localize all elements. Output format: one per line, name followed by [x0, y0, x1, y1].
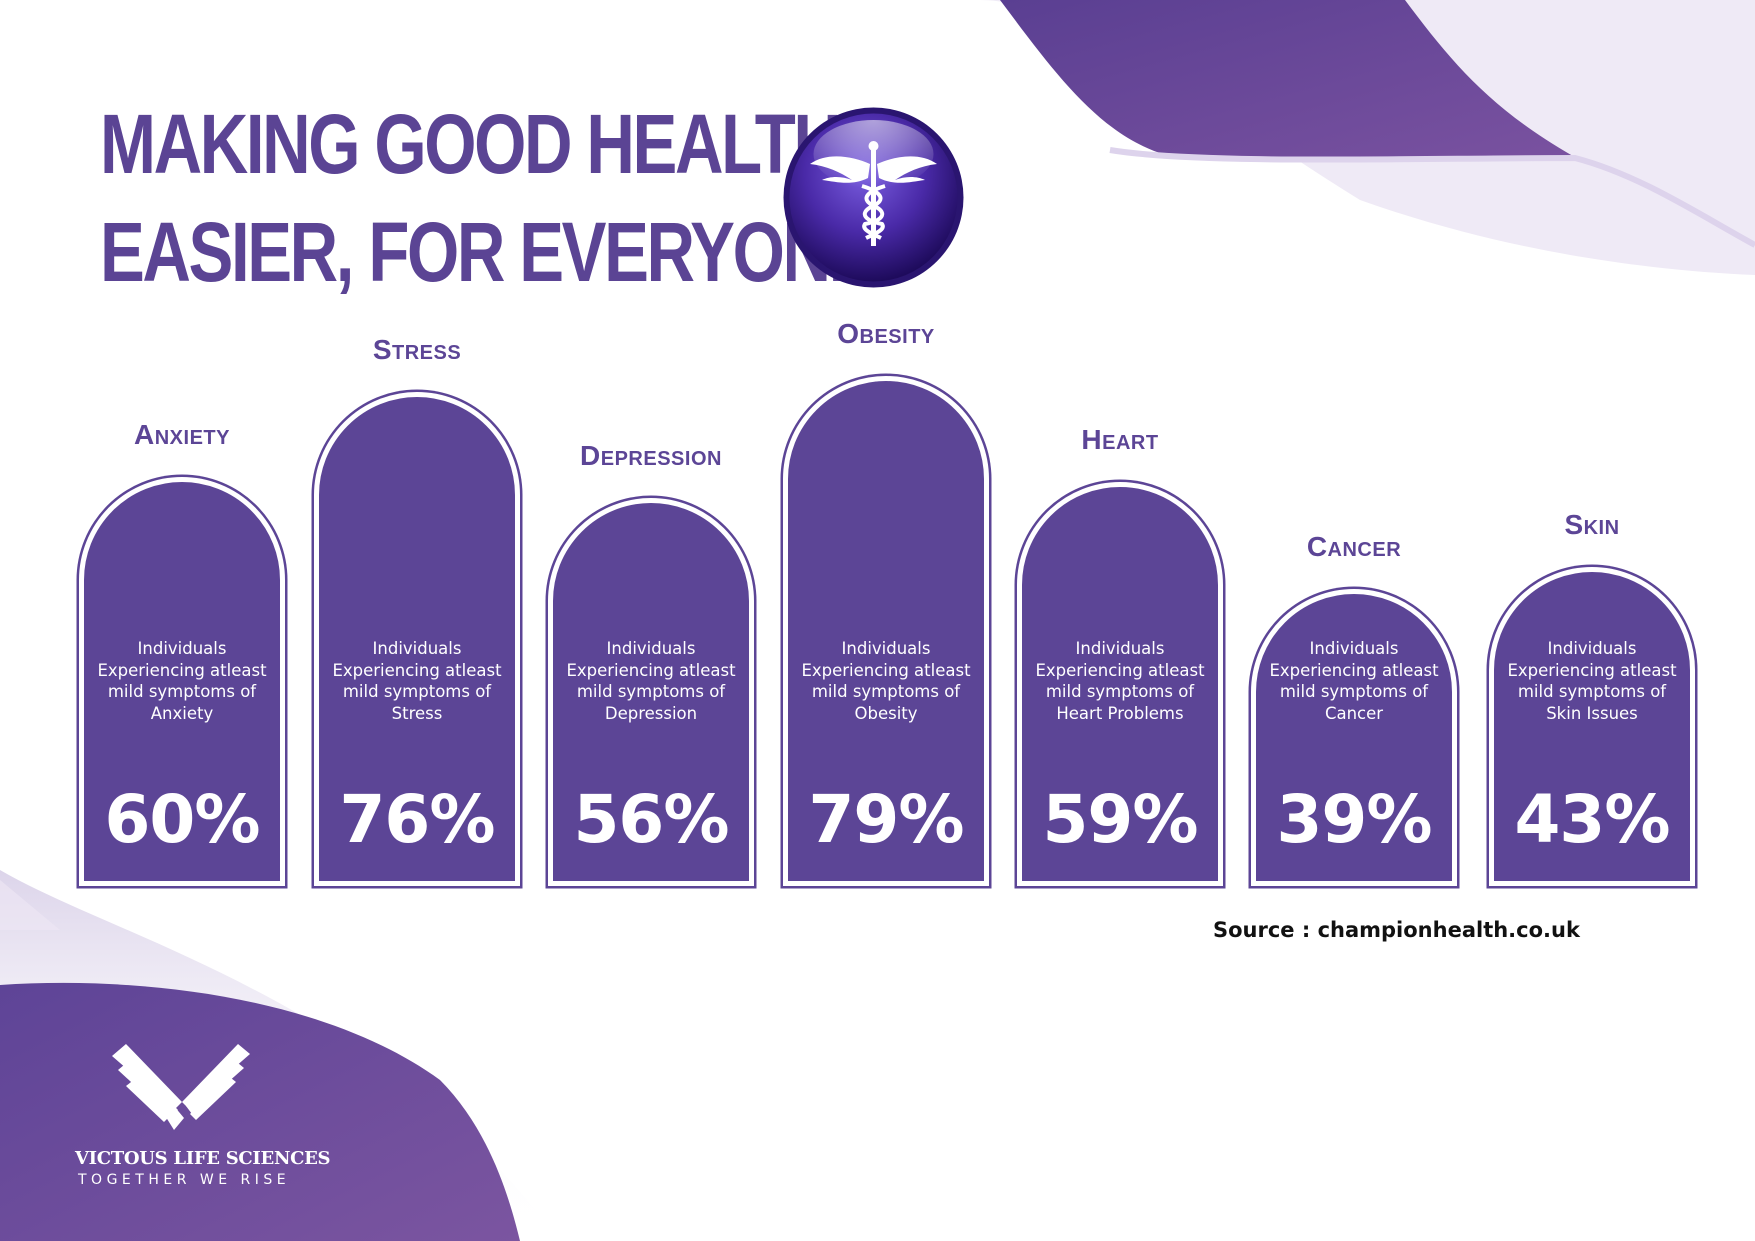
category-label: Stress: [372, 333, 462, 365]
page-title: MAKING GOOD HEALTH EASIER, FOR EVERYONE: [100, 90, 873, 306]
value-label: 79%: [808, 781, 965, 858]
bar-cancer: [1251, 588, 1457, 886]
value-label: 59%: [1042, 781, 1199, 858]
bar-description: Individuals Experiencing atleast mild sy…: [801, 639, 971, 723]
bar-description: Individuals Experiencing atleast mild sy…: [1507, 639, 1677, 723]
bar-anxiety: [79, 476, 285, 886]
heart-hands-logo: [112, 1044, 250, 1130]
category-label: Cancer: [1306, 530, 1402, 562]
value-label: 60%: [104, 781, 261, 858]
brand-tagline: TOGETHER WE RISE: [78, 1172, 291, 1188]
bar-skin: [1489, 567, 1695, 886]
bar-description: Individuals Experiencing atleast mild sy…: [332, 639, 502, 723]
health-chart: Anxiety Individuals Experiencing atleast …: [79, 317, 1695, 886]
category-label: Anxiety: [134, 418, 230, 450]
caduceus-icon: [783, 107, 964, 288]
title-line-2: EASIER, FOR EVERYONE: [100, 205, 873, 299]
bar-obesity: [783, 375, 989, 886]
category-label: Obesity: [837, 317, 935, 349]
bar-description: Individuals Experiencing atleast mild sy…: [1269, 639, 1439, 723]
title-line-1: MAKING GOOD HEALTH: [100, 97, 842, 191]
value-label: 56%: [573, 781, 730, 858]
source-note: Source : championhealth.co.uk: [1213, 918, 1580, 942]
bar-heart: [1017, 482, 1223, 886]
bar-description: Individuals Experiencing atleast mild sy…: [1035, 639, 1205, 723]
value-label: 43%: [1514, 781, 1671, 858]
bar-stress: [314, 391, 520, 886]
value-label: 39%: [1276, 781, 1433, 858]
value-label: 76%: [339, 781, 496, 858]
bar-depression: [548, 498, 754, 886]
brand-name: VICTOUS LIFE SCIENCES: [75, 1148, 331, 1169]
category-label: Heart: [1081, 424, 1159, 456]
bar-description: Individuals Experiencing atleast mild sy…: [566, 639, 736, 723]
category-label: Depression: [580, 440, 722, 472]
bar-description: Individuals Experiencing atleast mild sy…: [97, 639, 267, 723]
category-label: Skin: [1564, 509, 1620, 541]
